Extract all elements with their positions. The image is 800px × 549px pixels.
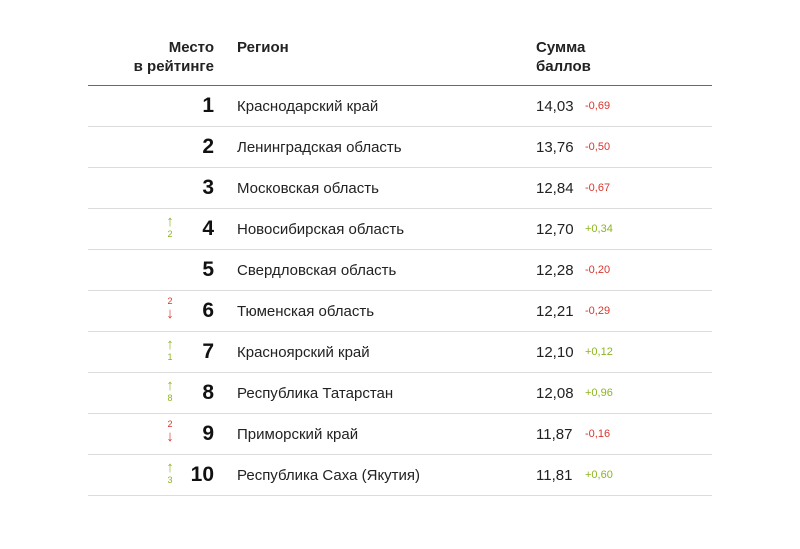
table-row: ↑ 1 7 Красноярский край 12,10 +0,12	[88, 332, 712, 373]
rank-change-indicator: ↑ 8	[160, 378, 180, 408]
rank-change-indicator: ↑ 2	[160, 214, 180, 244]
score-delta: -0,16	[585, 428, 611, 440]
table-row: 3 Московская область 12,84 -0,67	[88, 168, 712, 209]
region-name: Свердловская область	[237, 262, 397, 279]
table-row: 2 ↓ 6 Тюменская область 12,21 -0,29	[88, 291, 712, 332]
table-row: ↑ 3 10 Республика Саха (Якутия) 11,81 +0,60	[88, 455, 712, 496]
rank-change-indicator: 2 ↓	[160, 296, 180, 326]
score-delta: +0,12	[585, 346, 613, 358]
score-value: 12,28	[536, 262, 574, 279]
score-delta: -0,29	[585, 305, 611, 317]
rank-change-value: 8	[167, 393, 173, 403]
rank-number: 9	[202, 422, 214, 445]
rank-number: 7	[202, 340, 214, 363]
arrow-down-icon: ↓	[166, 305, 174, 322]
score-value: 12,84	[536, 180, 574, 197]
score-value: 12,08	[536, 385, 574, 402]
rank-change-value: 2	[167, 229, 173, 239]
arrow-up-icon: ↑	[166, 336, 174, 353]
rank-change-value: 3	[167, 475, 173, 485]
table-row: ↑ 2 4 Новосибирская область 12,70 +0,34	[88, 209, 712, 250]
rank-number: 2	[202, 135, 214, 158]
score-value: 12,10	[536, 344, 574, 361]
rank-change-indicator: 2 ↓	[160, 419, 180, 449]
region-name: Краснодарский край	[237, 98, 379, 115]
score-delta: -0,67	[585, 182, 611, 194]
table-row: ↑ 8 8 Республика Татарстан 12,08 +0,96	[88, 373, 712, 414]
rank-number: 1	[202, 94, 214, 117]
rank-change-value: 2	[167, 419, 173, 429]
rank-change-indicator: ↑ 3	[160, 460, 180, 490]
region-name: Приморский край	[237, 426, 359, 443]
arrow-up-icon: ↑	[166, 459, 174, 476]
score-value: 14,03	[536, 98, 574, 115]
rank-change-value: 1	[167, 352, 173, 362]
region-name: Республика Саха (Якутия)	[237, 467, 421, 484]
score-delta: -0,20	[585, 264, 611, 276]
arrow-up-icon: ↑	[166, 213, 174, 230]
region-name: Красноярский край	[237, 344, 370, 361]
rank-number: 6	[202, 299, 214, 322]
rank-number: 8	[202, 381, 214, 404]
arrow-down-icon: ↓	[166, 428, 174, 445]
score-value: 11,81	[536, 467, 573, 484]
score-value: 13,76	[536, 139, 574, 156]
rank-number: 10	[190, 463, 214, 486]
rank-number: 3	[202, 176, 214, 199]
score-delta: +0,34	[585, 223, 613, 235]
rank-number: 4	[202, 217, 214, 240]
score-delta: +0,60	[585, 469, 613, 481]
score-value: 12,70	[536, 221, 574, 238]
rank-header-line1: Место	[168, 39, 214, 56]
rank-change-indicator: ↑ 1	[160, 337, 180, 367]
arrow-up-icon: ↑	[166, 377, 174, 394]
region-name: Московская область	[237, 180, 379, 197]
table-row: 1 Краснодарский край 14,03 -0,69	[88, 86, 712, 127]
table-header: Место в рейтинге Регион Сумма баллов	[88, 38, 712, 86]
region-column-header: Регион	[237, 39, 289, 56]
rank-number: 5	[202, 258, 214, 281]
rank-column-header: Место в рейтинге	[134, 38, 214, 76]
table-row: 2 ↓ 9 Приморский край 11,87 -0,16	[88, 414, 712, 455]
region-name: Республика Татарстан	[237, 385, 394, 402]
table-row: 5 Свердловская область 12,28 -0,20	[88, 250, 712, 291]
score-column-header: Сумма баллов	[536, 38, 591, 76]
score-delta: -0,69	[585, 100, 611, 112]
score-header-line1: Сумма	[536, 39, 586, 56]
region-name: Тюменская область	[237, 303, 375, 320]
ranking-table: 1 Краснодарский край 14,03 -0,69 2 Ленинградс…	[88, 86, 712, 496]
score-value: 11,87	[536, 426, 573, 443]
table-row: 2 Ленинградская область 13,76 -0,50	[88, 127, 712, 168]
rank-change-value: 2	[167, 296, 173, 306]
score-delta: +0,96	[585, 387, 613, 399]
rank-header-line2: в рейтинге	[133, 58, 214, 75]
region-name: Ленинградская область	[237, 139, 402, 156]
score-value: 12,21	[536, 303, 574, 320]
score-header-line2: баллов	[536, 58, 591, 75]
region-name: Новосибирская область	[237, 221, 405, 238]
score-delta: -0,50	[585, 141, 611, 153]
